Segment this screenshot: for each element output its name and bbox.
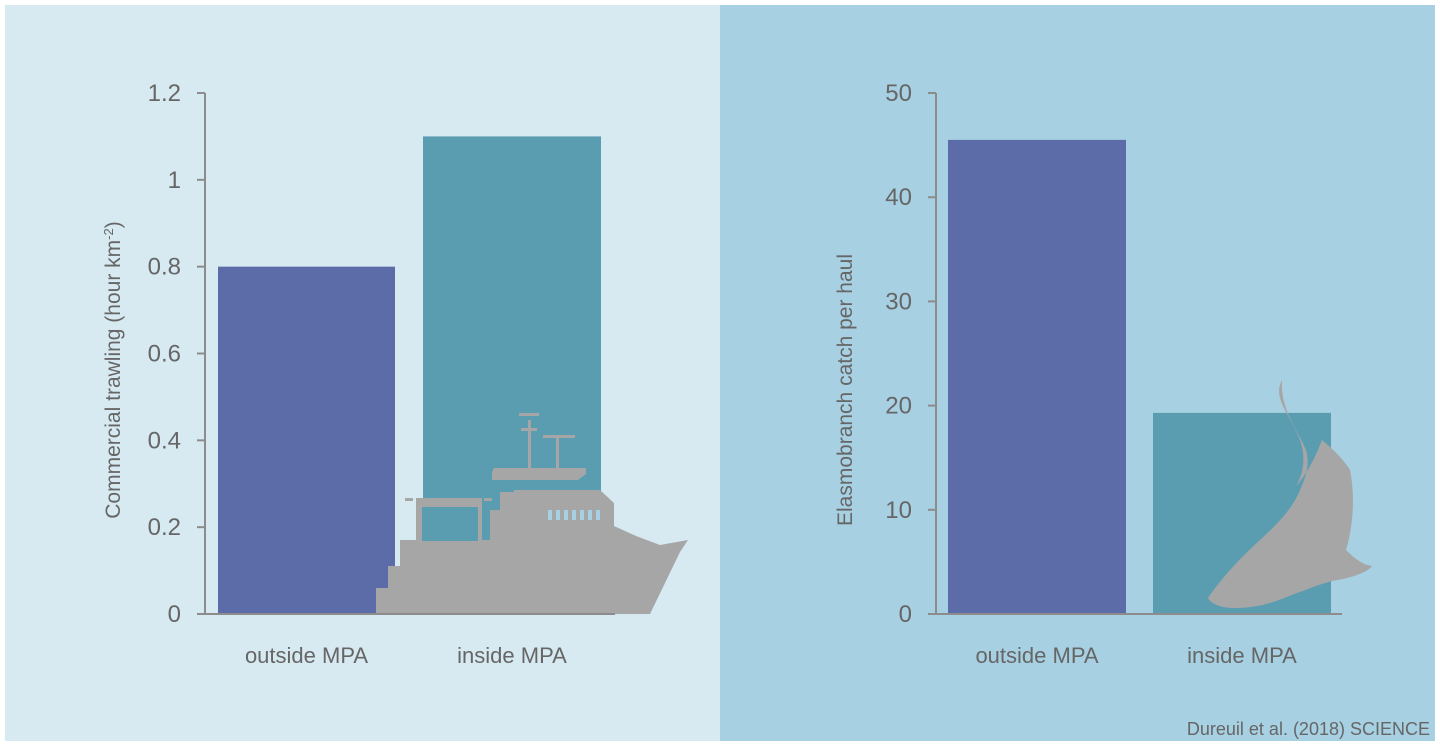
catch-y-axis-label: Elasmobranch catch per haul <box>834 254 857 526</box>
catch-category-labels: outside MPA inside MPA <box>975 643 1297 668</box>
catch-category-label: inside MPA <box>1187 643 1297 668</box>
trawling-y-tick-label: 1 <box>168 167 181 194</box>
trawling-bar-outside-mpa <box>218 266 395 614</box>
shark-icon <box>1208 380 1372 608</box>
trawling-y-tick-label: 0.2 <box>148 514 181 541</box>
trawling-y-axis-label-end: ) <box>102 221 125 228</box>
catch-y-tick-label: 20 <box>885 393 912 420</box>
credit-text: Dureuil et al. (2018) SCIENCE <box>1187 719 1430 739</box>
trawling-category-labels: outside MPA inside MPA <box>245 643 567 668</box>
catch-category-label: outside MPA <box>975 643 1098 668</box>
trawling-chart: 00.20.40.60.811.2 outside MPA inside MPA … <box>101 80 688 668</box>
catch-axis: 0 10 20 30 40 50 <box>885 80 1342 628</box>
catch-y-axis-label-main: Elasmobranch catch per haul <box>834 254 857 526</box>
trawling-axis: 0 0.2 0.4 0.6 0.8 1 1.2 <box>148 80 615 628</box>
trawling-category-label: outside MPA <box>245 643 368 668</box>
trawling-y-tick-label: 0.6 <box>148 341 181 368</box>
trawling-y-tick-label: 0.4 <box>148 427 181 454</box>
trawler-boat-icon <box>376 413 688 614</box>
catch-y-tick-label: 40 <box>885 184 912 211</box>
trawling-y-axis-label-main: Commercial trawling (hour km <box>102 240 125 519</box>
trawling-y-axis-label-superscript: -2 <box>101 228 116 240</box>
trawling-y-tick-label: 0 <box>168 601 181 628</box>
trawling-category-label: inside MPA <box>457 643 567 668</box>
trawling-y-axis-label: Commercial trawling (hour km-2) <box>101 221 125 518</box>
catch-y-tick-label: 0 <box>899 601 912 628</box>
catch-bar-outside-mpa <box>948 139 1126 614</box>
catch-y-tick-label: 50 <box>885 80 912 107</box>
trawling-y-tick-label: 1.2 <box>148 80 181 107</box>
catch-y-tick-label: 10 <box>885 497 912 524</box>
catch-chart: 0 10 20 30 40 50 outside MPA inside MPA Elasmo… <box>834 80 1372 668</box>
trawling-y-tick-label: 0.8 <box>148 254 181 281</box>
catch-y-tick-label: 30 <box>885 288 912 315</box>
